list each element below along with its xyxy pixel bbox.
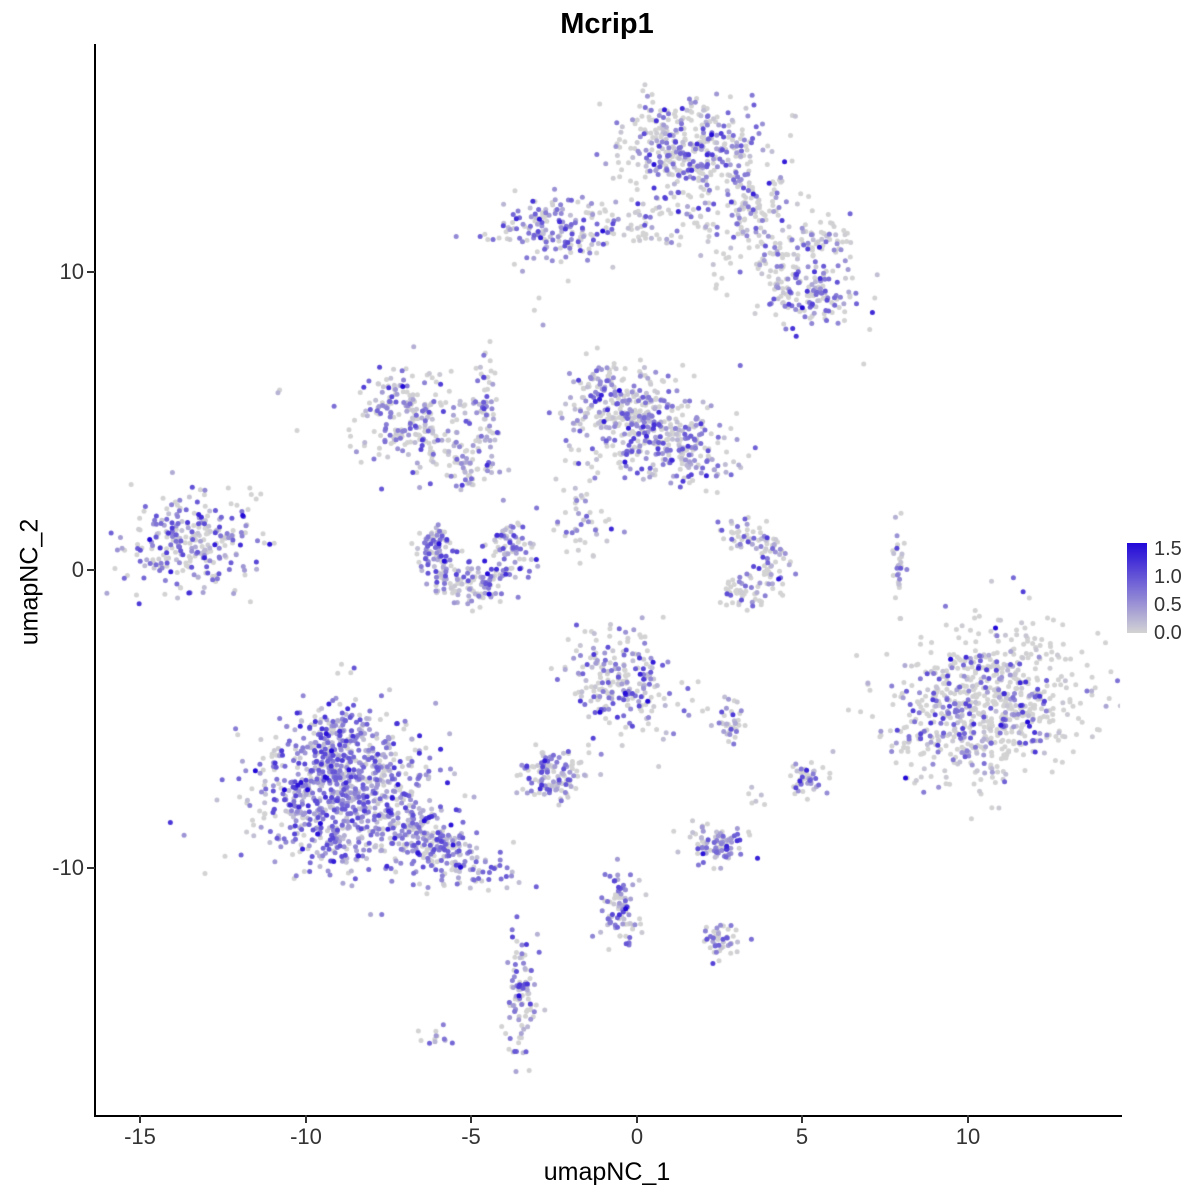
legend-colorbar (1127, 543, 1147, 633)
y-tick-label: 0 (71, 557, 84, 582)
x-tick-mark (636, 1115, 638, 1123)
x-tick-label: -15 (124, 1124, 156, 1149)
x-tick-label: 0 (630, 1124, 644, 1149)
x-tick-label: 10 (955, 1124, 981, 1149)
y-tick-label: -10 (52, 855, 84, 880)
x-tick-label: -10 (290, 1124, 322, 1149)
y-tick-label: 10 (59, 259, 84, 284)
x-tick-label: -5 (461, 1124, 481, 1149)
x-axis-label: umapNC_1 (543, 1158, 671, 1186)
legend-tick-label: 0.0 (1154, 622, 1182, 644)
y-tick-mark (87, 867, 95, 869)
y-tick-mark (87, 569, 95, 571)
legend-tick-label: 1.0 (1154, 566, 1182, 588)
x-tick-mark (139, 1115, 141, 1123)
legend-tick-label: 1.5 (1154, 538, 1182, 560)
x-tick-mark (470, 1115, 472, 1123)
legend-tick-label: 0.5 (1154, 594, 1182, 616)
plot-axes-frame (94, 44, 1122, 1117)
x-tick-label: 5 (795, 1124, 809, 1149)
y-tick-mark (87, 271, 95, 273)
x-tick-mark (967, 1115, 969, 1123)
x-tick-mark (801, 1115, 803, 1123)
x-tick-mark (305, 1115, 307, 1123)
chart-title: Mcrip1 (560, 8, 654, 40)
